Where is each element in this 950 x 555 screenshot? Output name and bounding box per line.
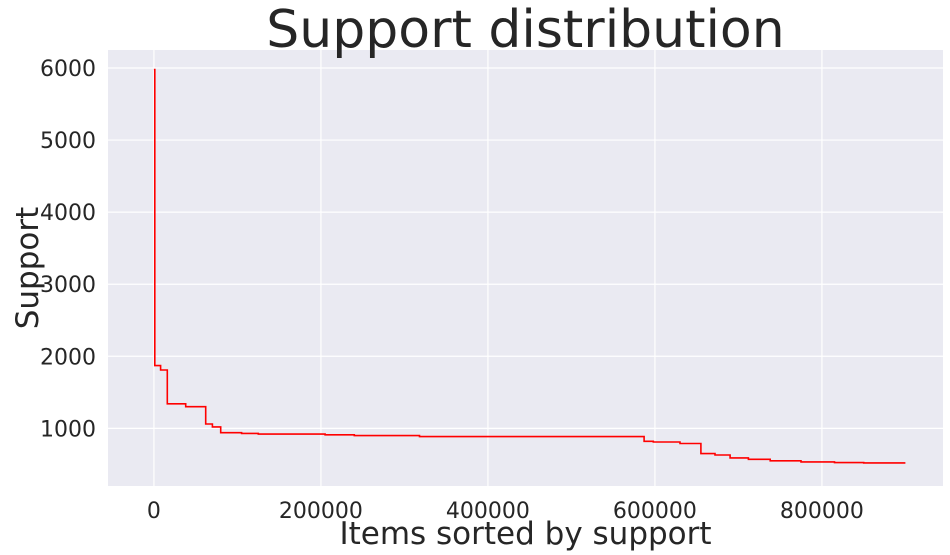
y-axis-label: Support bbox=[10, 207, 46, 330]
y-tick-label: 5000 bbox=[40, 129, 96, 154]
grid-lines bbox=[108, 50, 943, 486]
x-axis-ticks: 0 200000 400000 600000 800000 bbox=[147, 499, 864, 524]
x-tick-label: 800000 bbox=[780, 499, 864, 524]
y-tick-label: 1000 bbox=[40, 417, 96, 442]
chart-title: Support distribution bbox=[266, 0, 784, 60]
series-line-support bbox=[153, 68, 906, 464]
y-tick-label: 6000 bbox=[40, 57, 96, 82]
y-tick-label: 4000 bbox=[40, 201, 96, 226]
x-tick-label: 0 bbox=[147, 499, 161, 524]
x-axis-label: Items sorted by support bbox=[339, 516, 711, 552]
series-group bbox=[153, 68, 906, 464]
y-tick-label: 3000 bbox=[40, 273, 96, 298]
y-tick-label: 2000 bbox=[40, 345, 96, 370]
x-tick-label: 400000 bbox=[446, 499, 530, 524]
x-tick-label: 200000 bbox=[279, 499, 363, 524]
x-tick-label: 600000 bbox=[613, 499, 697, 524]
y-axis-ticks: 1000 2000 3000 4000 5000 6000 bbox=[40, 57, 96, 442]
plot-area bbox=[108, 50, 943, 486]
